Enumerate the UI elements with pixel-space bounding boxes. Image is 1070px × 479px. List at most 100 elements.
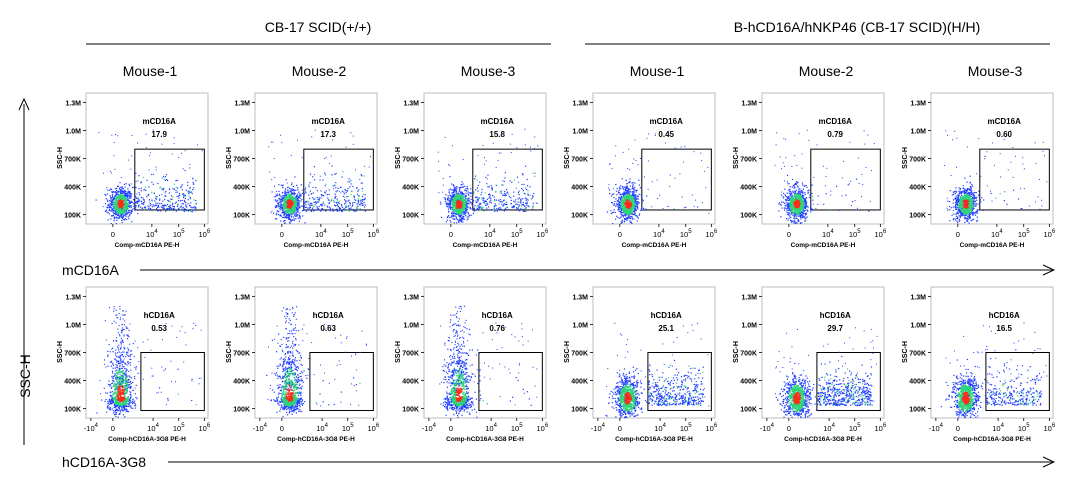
y-tick-label: 700K <box>233 157 250 164</box>
group-title-2: B-hCD16A/hNKP46 (CB-17 SCID)(H/H) <box>734 19 981 35</box>
gate-value: 0.45 <box>658 130 674 139</box>
y-tick-label: 700K <box>571 157 588 164</box>
y-tick-label: 1.3M <box>234 100 250 107</box>
y-tick-label: 1.0M <box>234 322 250 329</box>
panel-x-label: Comp-mCD16A PE-H <box>284 242 349 249</box>
scatter-points <box>266 306 368 418</box>
x-tick-label: 0 <box>280 424 284 433</box>
y-tick-label: 1.3M <box>741 294 757 301</box>
x-tick-label: 106 <box>705 229 717 239</box>
panel-x-label: Comp-hCD16A-3G8 PE-H <box>108 436 186 443</box>
scatter-points <box>774 324 878 419</box>
gate-value: 0.63 <box>320 324 336 333</box>
y-tick-label: 700K <box>402 351 419 358</box>
x-tick-label: 105 <box>342 229 354 239</box>
x-tick-label: 105 <box>1018 423 1030 433</box>
x-tick-label: 104 <box>653 229 665 239</box>
plot-panel-r2-c1: 100K 400K 700K 1.0M 1.3M SSC-H -104 0 104 105 106 C… <box>57 286 211 443</box>
y-tick-label: 100K <box>571 407 588 414</box>
gate-value: 15.8 <box>489 130 505 139</box>
gate-label: mCD16A <box>312 117 346 126</box>
y-tick-label: 1.0M <box>65 128 81 135</box>
x-tick-label: 105 <box>1018 229 1030 239</box>
x-tick-label: 105 <box>342 423 354 433</box>
scatter-points <box>940 322 1048 419</box>
x-tick-label: 105 <box>849 229 861 239</box>
panel-x-label: Comp-hCD16A-3G8 PE-H <box>446 436 524 443</box>
plot-panel-r2-c2: 100K 400K 700K 1.0M 1.3M SSC-H -104 0 104 105 106 C… <box>226 286 380 443</box>
scatter-points <box>268 129 372 224</box>
panel-y-label: SSC-H <box>733 341 740 363</box>
mouse-label-2: Mouse-2 <box>292 63 347 79</box>
gate-value: 25.1 <box>658 324 674 333</box>
scatter-points <box>944 130 1048 224</box>
scatter-points <box>774 129 875 225</box>
gate-box <box>647 352 712 412</box>
y-tick-label: 100K <box>740 407 757 414</box>
x-tick-label: 0 <box>449 424 453 433</box>
x-tick-label: 0 <box>787 424 791 433</box>
panel-x-label: Comp-mCD16A PE-H <box>115 242 180 249</box>
row-arrowhead-2 <box>1042 456 1056 468</box>
gate-value: 17.3 <box>320 130 336 139</box>
plot-panel-r1-c6: 100K 400K 700K 1.0M 1.3M SSC-H 0 104 105 106 Comp-… <box>902 92 1056 249</box>
y-tick-label: 100K <box>233 407 250 414</box>
y-tick-label: 400K <box>571 185 588 192</box>
panel-y-label: SSC-H <box>395 341 402 363</box>
gate-box <box>478 352 543 412</box>
y-tick-label: 700K <box>64 351 81 358</box>
y-tick-label: 1.0M <box>234 128 250 135</box>
plot-panel-r2-c5: 100K 400K 700K 1.0M 1.3M SSC-H -104 0 104 105 106 C… <box>733 286 887 443</box>
row-label-1: mCD16A <box>62 262 119 278</box>
scatter-points <box>437 128 539 224</box>
y-tick-label: 100K <box>571 213 588 220</box>
mouse-label-1: Mouse-1 <box>123 63 178 79</box>
x-tick-label: 0 <box>618 230 622 239</box>
scatter-points <box>439 305 538 418</box>
row-arrowhead-1 <box>1042 264 1056 276</box>
y-tick-label: 1.0M <box>910 128 926 135</box>
x-tick-label: 104 <box>654 423 666 433</box>
x-tick-label: 104 <box>484 229 496 239</box>
gate-box <box>979 148 1050 211</box>
x-tick-label: 104 <box>823 423 835 433</box>
x-tick-label: 0 <box>280 230 284 239</box>
gate-box <box>810 148 881 211</box>
gate-box <box>140 352 205 412</box>
gate-label: hCD16A <box>482 311 513 320</box>
y-tick-label: 400K <box>740 379 757 386</box>
plot-panel-r1-c3: 100K 400K 700K 1.0M 1.3M SSC-H 0 104 105 106 Comp-… <box>395 92 549 249</box>
y-tick-label: 100K <box>909 407 926 414</box>
gate-label: hCD16A <box>144 311 175 320</box>
x-tick-label: 106 <box>1043 229 1055 239</box>
mouse-label-4: Mouse-1 <box>630 63 685 79</box>
group-title-1: CB-17 SCID(+/+) <box>265 19 372 35</box>
x-tick-label: 106 <box>536 229 548 239</box>
y-tick-label: 700K <box>571 351 588 358</box>
y-tick-label: 1.3M <box>741 100 757 107</box>
y-tick-label: 700K <box>740 351 757 358</box>
mouse-label-5: Mouse-2 <box>799 63 854 79</box>
y-tick-label: 100K <box>64 407 81 414</box>
mouse-label-6: Mouse-3 <box>968 63 1023 79</box>
gate-box <box>816 352 881 412</box>
x-tick-label: 106 <box>536 423 548 433</box>
gate-value: 16.5 <box>996 324 1012 333</box>
y-tick-label: 1.0M <box>741 322 757 329</box>
x-tick-label: -104 <box>760 423 775 433</box>
x-tick-label: 0 <box>449 230 453 239</box>
y-tick-label: 1.0M <box>741 128 757 135</box>
y-tick-label: 1.3M <box>234 294 250 301</box>
y-tick-label: 400K <box>909 185 926 192</box>
plot-panel-r2-c3: 100K 400K 700K 1.0M 1.3M SSC-H -104 0 104 105 106 C… <box>395 286 549 443</box>
mouse-label-3: Mouse-3 <box>461 63 516 79</box>
y-tick-label: 1.3M <box>910 100 926 107</box>
y-tick-label: 700K <box>909 351 926 358</box>
panel-y-label: SSC-H <box>733 147 740 169</box>
y-tick-label: 1.0M <box>403 322 419 329</box>
y-tick-label: 1.3M <box>572 100 588 107</box>
row-label-2: hCD16A-3G8 <box>62 454 146 470</box>
y-tick-label: 700K <box>740 157 757 164</box>
gate-label: mCD16A <box>481 117 515 126</box>
gate-value: 0.53 <box>151 324 167 333</box>
